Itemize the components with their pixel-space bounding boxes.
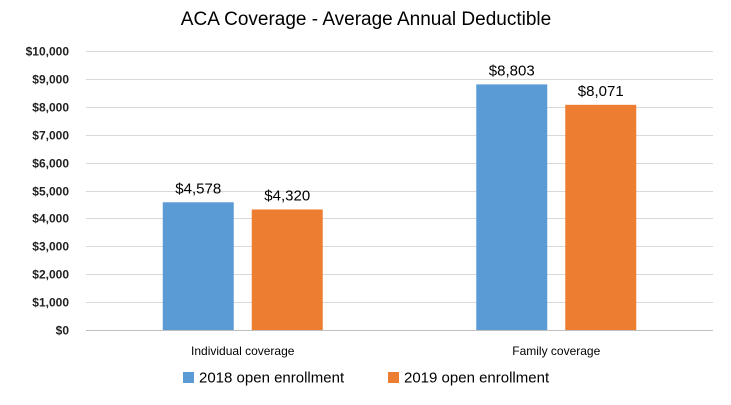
legend-swatch — [183, 372, 194, 383]
y-tick-label: $3,000 — [32, 240, 69, 254]
legend: 2018 open enrollment 2019 open enrollment — [183, 370, 550, 387]
legend-item: 2018 open enrollment — [183, 370, 345, 387]
y-tick-label: $7,000 — [32, 129, 69, 143]
x-tick-label: Individual coverage — [191, 344, 295, 358]
bar — [476, 84, 548, 330]
y-tick-label: $2,000 — [32, 268, 69, 282]
data-label: $4,320 — [264, 187, 310, 204]
y-tick-label: $5,000 — [32, 185, 69, 199]
bar — [251, 209, 323, 330]
y-tick-label: $9,000 — [32, 73, 69, 87]
y-axis-tick-labels: $0 $1,000 $2,000 $3,000 $4,000 $5,000 $6,000 $7… — [26, 45, 70, 338]
data-label: $8,803 — [489, 62, 535, 79]
legend-swatch — [388, 372, 399, 383]
x-tick-label: Family coverage — [512, 344, 600, 358]
y-tick-label: $4,000 — [32, 212, 69, 226]
chart-title: ACA Coverage - Average Annual Deductible — [181, 9, 551, 30]
legend-label: 2018 open enrollment — [199, 370, 345, 387]
x-axis-category-labels: Individual coverage Family coverage — [191, 344, 601, 358]
legend-label: 2019 open enrollment — [404, 370, 550, 387]
bars — [162, 84, 637, 331]
y-tick-label: $10,000 — [26, 45, 70, 59]
bar — [565, 104, 637, 331]
y-tick-label: $1,000 — [32, 296, 69, 310]
y-tick-label: $6,000 — [32, 157, 69, 171]
y-tick-label: $8,000 — [32, 101, 69, 115]
bar — [162, 202, 234, 330]
data-labels: $4,578 $4,320 $8,803 $8,071 — [175, 62, 623, 204]
data-label: $4,578 — [175, 180, 221, 197]
data-label: $8,071 — [578, 83, 624, 100]
legend-item: 2019 open enrollment — [388, 370, 550, 387]
y-tick-label: $0 — [56, 324, 70, 338]
